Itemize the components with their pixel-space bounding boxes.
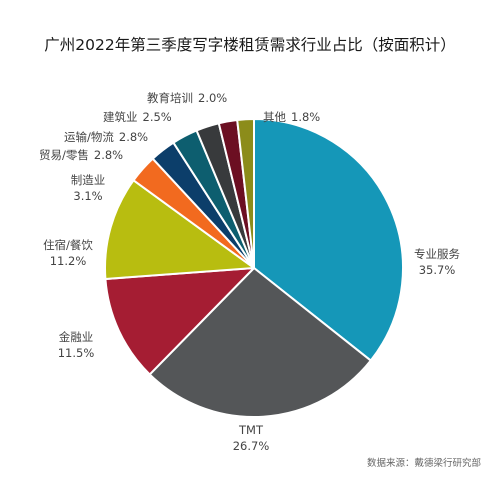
slice-label-8: 建筑业 2.5% — [103, 110, 172, 124]
slice-value-label: 2.8% — [94, 148, 123, 162]
slice-value-label: 2.8% — [119, 130, 148, 144]
slice-label-3: 金融业 11.5% — [58, 330, 95, 360]
source-note: 数据来源：戴德梁行研究部 — [367, 457, 481, 469]
slice-name: 建筑业 — [103, 110, 138, 124]
slice-label-1: 专业服务 35.7% — [414, 247, 460, 277]
slice-label-2: TMT 26.7% — [233, 423, 270, 453]
slice-label-6: 贸易/零售 2.8% — [39, 148, 123, 162]
slice-name: 金融业 — [59, 330, 94, 344]
pie-slice-3 — [104, 267, 255, 376]
slice-name: 住宿/餐饮 — [43, 238, 93, 252]
slice-label-7: 运输/物流 2.8% — [64, 130, 148, 144]
slice-name: 运输/物流 — [64, 130, 114, 144]
slice-name: 制造业 — [71, 173, 106, 187]
slice-name: 专业服务 — [414, 247, 460, 261]
slice-value-label: 3.1% — [73, 189, 102, 203]
pie-slice-10 — [236, 118, 255, 269]
pie-slice-1 — [253, 118, 404, 362]
slice-value-label: 26.7% — [233, 439, 270, 453]
slice-labels: 专业服务 35.7% TMT 26.7% 金融业 11.5% 住宿/餐饮 11.2% 制造业 3.… — [39, 91, 460, 453]
pie-slice-4 — [104, 179, 255, 280]
slice-value-label: 2.5% — [143, 110, 172, 124]
slice-name: TMT — [238, 423, 264, 437]
slice-value-label: 35.7% — [419, 263, 456, 277]
slice-label-5: 制造业 3.1% — [71, 173, 106, 203]
slice-label-9: 教育培训 2.0% — [147, 91, 227, 105]
slice-label-4: 住宿/餐饮 11.2% — [43, 238, 93, 268]
slice-name: 其他 — [263, 110, 286, 124]
slice-label-10: 其他 1.8% — [263, 110, 320, 124]
slice-value-label: 2.0% — [198, 91, 227, 105]
slice-name: 贸易/零售 — [39, 148, 89, 162]
slice-value-label: 11.5% — [58, 346, 95, 360]
pie-slices — [104, 118, 404, 418]
slice-name: 教育培训 — [147, 91, 193, 105]
chart-title: 广州2022年第三季度写字楼租赁需求行业占比（按面积计） — [44, 36, 455, 54]
slice-value-label: 1.8% — [291, 110, 320, 124]
slice-value-label: 11.2% — [50, 254, 87, 268]
pie-slice-2 — [148, 267, 372, 418]
